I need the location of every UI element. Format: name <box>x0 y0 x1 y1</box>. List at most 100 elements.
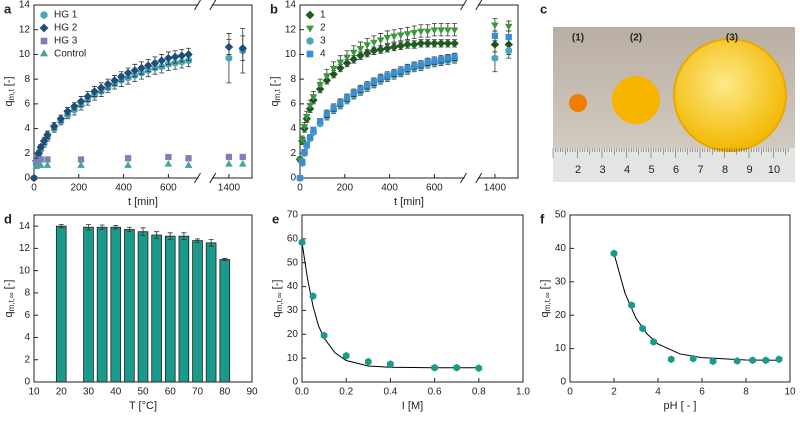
y-axis-title: qm,t,∞ [-] <box>271 280 284 318</box>
x-tick-label: 0 <box>297 183 303 194</box>
hydrogel-2 <box>612 76 660 124</box>
marker <box>504 23 513 31</box>
marker <box>437 56 445 63</box>
marker <box>323 110 331 117</box>
axis-break-mark <box>194 172 201 184</box>
marker <box>70 102 79 111</box>
marker <box>238 159 247 167</box>
x-tick-label: 40 <box>110 387 122 398</box>
y-tick-label: 40 <box>555 243 567 254</box>
y-tick-label: 2 <box>24 354 30 365</box>
y-tick-label: 40 <box>287 281 299 292</box>
error-bar <box>99 224 105 230</box>
marker <box>301 148 308 156</box>
x-tick-label: 20 <box>56 387 68 398</box>
y-tick-label: 14 <box>19 0 31 11</box>
marker <box>103 79 113 89</box>
marker <box>143 61 153 70</box>
x-tick-label: 60 <box>165 387 177 398</box>
y-axis-title: qm,t,∞ [-] <box>539 280 552 318</box>
y-axis-symbol: q <box>539 311 551 317</box>
marker <box>309 94 318 101</box>
x-tick-label: 0.6 <box>428 387 442 398</box>
marker <box>376 37 385 45</box>
marker <box>350 89 357 96</box>
marker <box>96 83 106 93</box>
y-tick-label: 30 <box>287 305 299 316</box>
x-tick-label: 1400 <box>484 183 507 194</box>
marker <box>403 31 412 38</box>
photo: c 2 3 4 5 6 7 8 9 10 (1) (2) (3) <box>540 1 795 182</box>
marker <box>475 364 483 373</box>
marker <box>124 155 132 162</box>
x-tick-label: 200 <box>336 183 353 194</box>
legend-label: HG 2 <box>54 23 78 34</box>
axis-break-mark <box>209 172 217 184</box>
x-tick-label: 70 <box>192 387 204 398</box>
error-bar <box>113 225 119 230</box>
marker <box>357 85 364 93</box>
marker <box>628 301 635 310</box>
marker <box>342 351 350 360</box>
marker <box>733 357 741 365</box>
marker <box>390 33 398 41</box>
marker <box>77 161 85 168</box>
legend-label: 3 <box>320 36 326 47</box>
marker <box>63 106 72 116</box>
marker <box>302 113 311 121</box>
x-tick-label: 0.8 <box>472 387 486 398</box>
marker <box>225 54 233 63</box>
fit-curve <box>613 253 780 361</box>
marker <box>390 69 398 77</box>
marker <box>83 92 93 101</box>
plot-frame <box>301 214 524 383</box>
marker <box>396 41 406 51</box>
hydrogel-1 <box>569 94 587 112</box>
fit-curve <box>301 242 479 369</box>
panel-label: c <box>540 1 547 16</box>
y-axis-unit: [-] <box>539 280 551 290</box>
y-tick-label: 6 <box>290 98 296 109</box>
y-axis-symbol: q <box>3 100 15 106</box>
bar <box>55 225 67 383</box>
panel-label: e <box>272 211 279 226</box>
y-tick-label: 8 <box>24 288 30 299</box>
error-bar <box>140 227 146 236</box>
plot-frame <box>33 4 253 179</box>
y-axis-title: qm,t [-] <box>269 76 282 106</box>
ruler-ticks: 2 3 4 5 6 7 8 9 10 <box>552 148 789 176</box>
bar <box>83 226 94 383</box>
axis-break-gap <box>198 3 212 7</box>
x-tick-label: 80 <box>219 387 231 398</box>
marker <box>165 153 172 161</box>
legend-label: HG 1 <box>54 10 78 21</box>
marker <box>505 33 512 41</box>
marker <box>76 97 86 106</box>
marker <box>306 102 314 110</box>
legend-label: 1 <box>320 10 326 21</box>
marker <box>430 27 439 35</box>
marker <box>306 134 314 141</box>
marker <box>225 159 233 167</box>
y-tick-label: 0 <box>292 377 298 388</box>
marker <box>299 158 306 166</box>
marker <box>376 45 385 54</box>
ruler-label: 6 <box>673 164 679 176</box>
legend-marker <box>40 10 48 20</box>
y-axis-symbol: q <box>271 311 283 317</box>
marker <box>383 43 392 53</box>
x-tick-label: 10 <box>28 387 40 398</box>
y-axis-subscript: m,t,∞ <box>7 292 16 311</box>
bar <box>110 226 122 383</box>
y-tick-label: 0 <box>24 173 30 184</box>
x-tick-label: 400 <box>381 183 398 194</box>
error-bar <box>222 258 228 262</box>
y-axis-unit: [-] <box>269 76 281 86</box>
x-tick-label: 4 <box>655 387 661 398</box>
x-tick-label: 10 <box>784 387 796 398</box>
ruler-label: 5 <box>648 164 654 176</box>
bar <box>164 235 176 383</box>
marker <box>317 118 324 125</box>
marker <box>443 27 452 35</box>
